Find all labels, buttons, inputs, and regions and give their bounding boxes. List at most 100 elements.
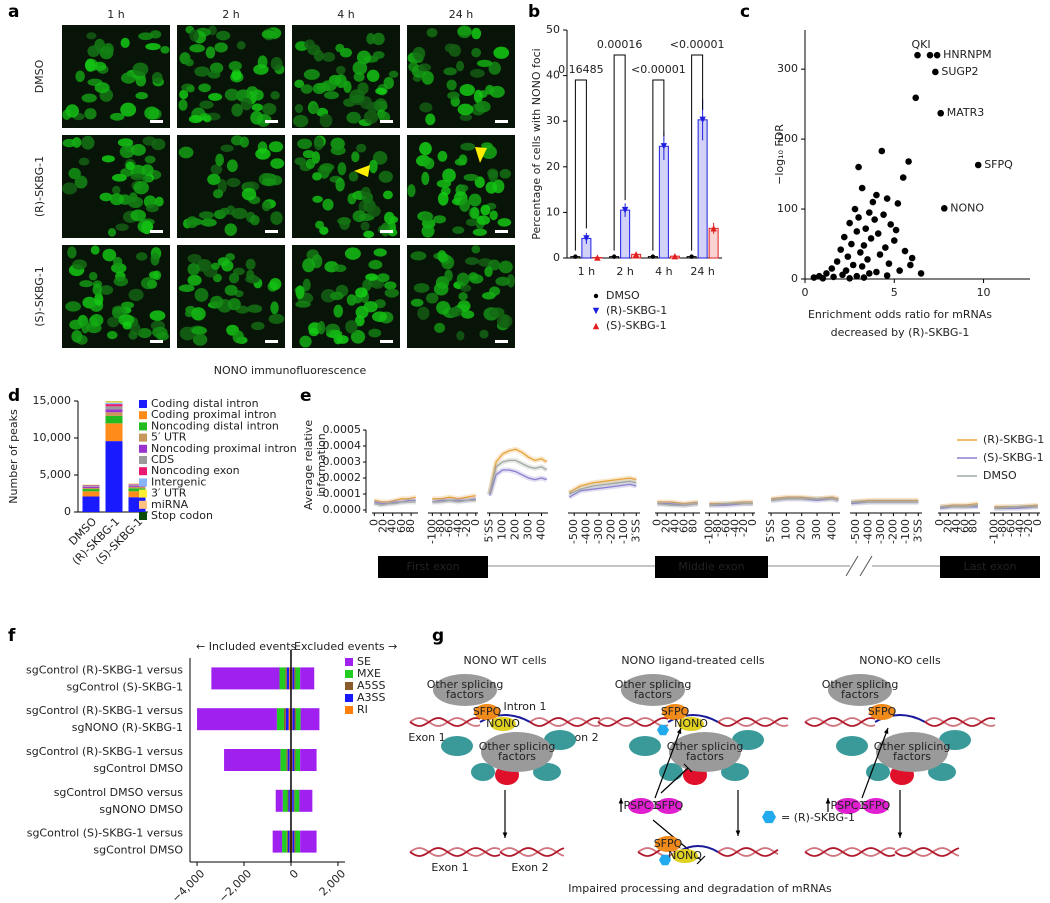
marker — [621, 206, 629, 214]
bar-segment — [292, 667, 295, 690]
nucleus — [87, 45, 100, 58]
bar-segment — [224, 749, 281, 771]
nucleus — [457, 300, 471, 312]
bar — [620, 209, 631, 259]
bar-segment — [292, 830, 295, 853]
nucleus — [245, 258, 256, 270]
y-axis-label: information — [315, 433, 328, 497]
exon-box — [940, 556, 1040, 578]
y-tick-label: 0 — [553, 251, 560, 264]
nucleus — [433, 282, 449, 296]
diagram-label: SFPQ — [473, 705, 502, 718]
break-mark — [845, 555, 873, 577]
nucleus — [94, 292, 104, 306]
bar-segment — [287, 749, 290, 771]
x-tick-label: -100 — [702, 519, 715, 544]
nucleus — [437, 191, 449, 206]
x-tick-label: 2 h — [616, 265, 633, 278]
nucleus — [374, 98, 388, 112]
nucleus — [88, 272, 98, 281]
legend-label: Noncoding exon — [151, 464, 240, 477]
nucleus — [352, 61, 368, 75]
x-tick-label: 0 — [933, 519, 946, 526]
nucleus — [293, 114, 309, 128]
nucleus — [101, 155, 115, 163]
nucleus — [251, 89, 264, 101]
paraspeckle-protein — [628, 798, 654, 814]
x-tick-label: 2,000 — [317, 867, 348, 898]
bar-segment — [286, 749, 288, 771]
y-tick-label: 0.0000 — [323, 503, 362, 516]
nucleus — [89, 313, 104, 327]
y-axis-label: Average relative — [302, 420, 315, 510]
nucleus — [178, 146, 194, 159]
category-label: sgControl (R)-SKBG-1 versus — [26, 663, 183, 676]
nucleus — [62, 182, 78, 195]
nucleus — [232, 330, 244, 344]
arrowhead — [735, 830, 741, 836]
point — [860, 242, 868, 249]
nucleus — [255, 148, 271, 160]
point — [926, 51, 934, 59]
micrograph — [407, 245, 515, 348]
arrowhead — [883, 728, 889, 734]
bar-segment — [294, 830, 296, 853]
rna-strand — [894, 847, 960, 857]
point — [882, 244, 889, 251]
rna-strand — [804, 847, 896, 857]
nucleus — [367, 205, 381, 217]
marker — [611, 254, 617, 259]
nucleus — [375, 87, 387, 95]
bar-segment — [300, 830, 317, 853]
factor — [732, 730, 764, 750]
bar-segment — [300, 708, 320, 731]
bar-segment — [105, 406, 123, 410]
diagram-label: Other splicing — [822, 678, 899, 691]
line — [488, 448, 548, 495]
nucleus — [350, 330, 366, 344]
point-label: MATR3 — [947, 106, 985, 119]
nucleus — [133, 181, 149, 195]
diagram-label: factors — [893, 750, 931, 763]
legend-label: Coding proximal intron — [151, 408, 276, 421]
nucleus — [417, 306, 430, 320]
exon-box — [378, 556, 488, 578]
x-tick-label: 400 — [535, 519, 548, 540]
marker — [699, 116, 706, 124]
rna-strand — [637, 847, 679, 857]
nucleus — [141, 164, 154, 177]
nucleus — [383, 76, 394, 90]
nucleus — [214, 42, 228, 53]
ligand — [657, 724, 669, 736]
bar-segment — [128, 491, 146, 498]
nucleus — [349, 89, 365, 104]
nono — [672, 849, 698, 863]
nucleus — [81, 319, 90, 334]
scale-bar — [495, 120, 508, 123]
x-tick-label: 0 — [746, 519, 759, 526]
y-tick-label: 0.0005 — [323, 423, 362, 436]
nucleus — [488, 61, 501, 75]
nucleus — [227, 298, 241, 311]
point — [810, 274, 818, 281]
bar-segment — [289, 667, 291, 690]
nucleus — [425, 113, 436, 126]
micrograph — [292, 135, 400, 238]
nucleus — [207, 70, 221, 79]
diagram-label: PSPC1 — [624, 799, 659, 812]
y-tick-label: 40 — [546, 69, 560, 82]
inhibition — [660, 763, 693, 794]
x-tick-label: 20 — [377, 519, 390, 533]
exon-label: First exon — [406, 560, 459, 573]
nucleus — [312, 82, 327, 94]
bar-segment — [105, 415, 123, 424]
nucleus — [191, 307, 206, 321]
point — [914, 51, 921, 59]
point — [890, 237, 898, 244]
nucleus — [189, 44, 205, 53]
nucleus — [93, 61, 107, 72]
bar-segment — [275, 789, 283, 812]
nucleus — [236, 41, 246, 50]
legend-label: 3′ UTR — [151, 487, 187, 500]
bar-segment — [286, 667, 290, 690]
